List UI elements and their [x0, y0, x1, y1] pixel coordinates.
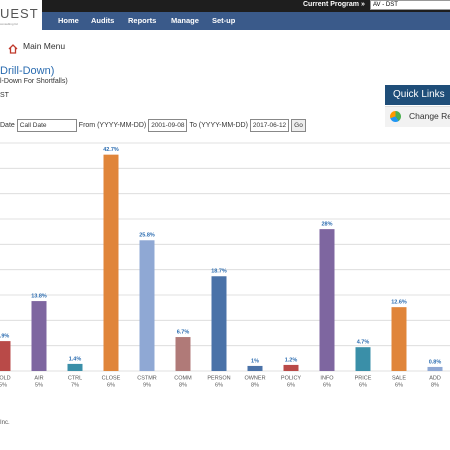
- x-sublabel: 6%: [107, 382, 115, 388]
- x-tick-label: HOLD: [0, 375, 11, 381]
- x-sublabel: 6%: [287, 382, 295, 388]
- value-label: 13.8%: [31, 294, 47, 300]
- value-label: 1.4%: [69, 356, 82, 362]
- x-tick-label: CSTMR: [137, 375, 157, 381]
- bar: [175, 337, 191, 371]
- nav-bar: Home Audits Reports Manage Set-up: [42, 12, 450, 30]
- nav-item[interactable]: Manage: [171, 16, 199, 25]
- bar: [211, 276, 227, 371]
- label: From (YYYY-MM-DD): [78, 122, 147, 129]
- input[interactable]: 2017-06-12: [249, 119, 290, 132]
- icon: [390, 111, 401, 122]
- value-label: 28%: [321, 222, 332, 228]
- value-label: 12.6%: [391, 300, 407, 306]
- select[interactable]: Call Date: [16, 119, 77, 132]
- bar: [283, 364, 299, 371]
- page-title: Drill-Down): [0, 65, 55, 77]
- x-tick-label: INFO: [320, 375, 334, 381]
- x-tick-label: PERSON: [207, 375, 230, 381]
- bar: [31, 301, 47, 371]
- bar: [391, 307, 407, 371]
- bar: [139, 240, 155, 371]
- label: Date: [0, 122, 15, 129]
- page-line: ST: [0, 92, 9, 99]
- x-sublabel: 8%: [179, 382, 187, 388]
- quick-links-title: Quick Links: [385, 85, 450, 105]
- filter-form: Date Call Date From (YYYY-MM-DD) 2001-09…: [0, 119, 306, 132]
- x-sublabel: 6%: [395, 382, 403, 388]
- logo-box: UEST consulting ltd: [0, 0, 42, 30]
- bar: [67, 363, 83, 371]
- x-tick-label: POLICY: [281, 375, 302, 381]
- home-icon: [8, 41, 18, 54]
- x-sublabel: 5%: [35, 382, 43, 388]
- value-label: 5.9%: [0, 334, 9, 340]
- x-tick-label: AIR: [34, 375, 43, 381]
- x-tick-label: CTRL: [68, 375, 82, 381]
- value-label: 0.8%: [429, 359, 442, 365]
- button[interactable]: Go: [291, 119, 306, 132]
- x-tick-label: PRICE: [355, 375, 372, 381]
- bar: [319, 229, 335, 371]
- x-sublabel: 6%: [215, 382, 223, 388]
- program-select[interactable]: AV - DST: [370, 0, 450, 10]
- value-label: 6.7%: [177, 330, 190, 336]
- value-label: 18.7%: [211, 269, 227, 275]
- bar: [103, 154, 119, 371]
- x-sublabel: 6%: [323, 382, 331, 388]
- nav-item[interactable]: Reports: [128, 16, 157, 25]
- nav-item[interactable]: Home: [58, 16, 79, 25]
- page-subtitle: l-Down For Shortfalls): [0, 78, 68, 85]
- x-tick-label: ADD: [429, 375, 441, 381]
- value-label: 1.2%: [285, 357, 298, 363]
- x-sublabel: 7%: [71, 382, 79, 388]
- x-sublabel: 8%: [431, 382, 439, 388]
- value-label: 25.8%: [139, 233, 155, 239]
- x-tick-label: OWNER: [244, 375, 265, 381]
- logo-sub: consulting ltd: [0, 22, 18, 26]
- x-sublabel: 5%: [0, 382, 7, 388]
- bar: [427, 366, 443, 371]
- program-label: Current Program »: [303, 1, 365, 8]
- x-tick-label: COMM: [174, 375, 192, 381]
- value-label: 4.7%: [357, 340, 370, 346]
- footer: Inc.: [0, 420, 10, 426]
- main-menu-link[interactable]: Main Menu: [23, 41, 66, 51]
- label: To (YYYY-MM-DD): [189, 122, 248, 129]
- value-label: 42.7%: [103, 147, 119, 153]
- x-sublabel: 9%: [143, 382, 151, 388]
- x-tick-label: SALE: [392, 375, 406, 381]
- x-sublabel: 8%: [251, 382, 259, 388]
- bar: [0, 341, 11, 371]
- top-bar: [0, 0, 450, 12]
- nav-item[interactable]: Set-up: [212, 16, 236, 25]
- bar: [355, 347, 371, 371]
- quick-link-row[interactable]: Change Re: [385, 106, 450, 127]
- quick-link[interactable]: Change Re: [409, 111, 450, 121]
- bar: [247, 365, 263, 371]
- input[interactable]: 2001-09-08: [148, 119, 188, 132]
- x-sublabel: 6%: [359, 382, 367, 388]
- logo: UEST: [0, 6, 39, 21]
- nav-item[interactable]: Audits: [91, 16, 115, 25]
- value-label: 1%: [251, 358, 259, 364]
- x-tick-label: CLOSE: [102, 375, 121, 381]
